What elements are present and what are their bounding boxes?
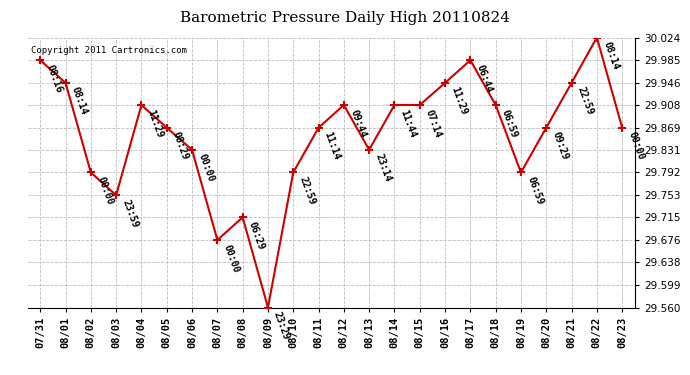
Text: 22:59: 22:59 <box>297 175 317 206</box>
Text: 00:00: 00:00 <box>196 153 216 184</box>
Text: 11:44: 11:44 <box>399 108 418 139</box>
Text: 07:14: 07:14 <box>424 108 444 139</box>
Text: 08:16: 08:16 <box>44 63 64 94</box>
Text: 09:29: 09:29 <box>551 130 570 162</box>
Text: 06:59: 06:59 <box>525 175 544 206</box>
Text: 00:00: 00:00 <box>221 243 241 274</box>
Text: 22:59: 22:59 <box>575 86 595 117</box>
Text: 08:29: 08:29 <box>171 130 190 162</box>
Text: 06:59: 06:59 <box>500 108 520 139</box>
Text: 23:59: 23:59 <box>120 198 140 229</box>
Text: 00:00: 00:00 <box>627 130 646 162</box>
Text: 23:14: 23:14 <box>373 153 393 184</box>
Text: 23:29: 23:29 <box>272 310 292 341</box>
Text: 08:14: 08:14 <box>601 40 620 71</box>
Text: 11:14: 11:14 <box>323 130 342 162</box>
Text: 11:29: 11:29 <box>449 86 469 117</box>
Text: 06:44: 06:44 <box>475 63 494 94</box>
Text: 00:00: 00:00 <box>95 175 115 206</box>
Text: 08:14: 08:14 <box>70 86 89 117</box>
Text: Barometric Pressure Daily High 20110824: Barometric Pressure Daily High 20110824 <box>180 11 510 25</box>
Text: 09:44: 09:44 <box>348 108 368 139</box>
Text: 11:29: 11:29 <box>146 108 165 139</box>
Text: Copyright 2011 Cartronics.com: Copyright 2011 Cartronics.com <box>30 46 186 55</box>
Text: 06:29: 06:29 <box>247 220 266 251</box>
